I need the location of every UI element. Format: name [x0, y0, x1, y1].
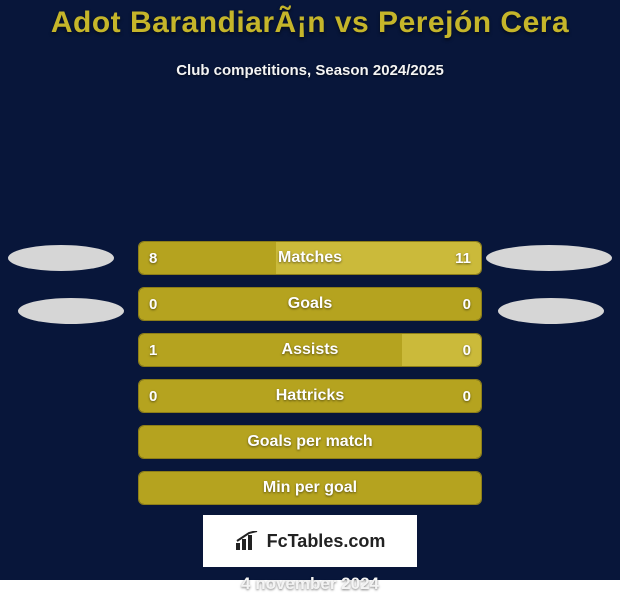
- player-left-ellipse-2: [18, 298, 124, 324]
- bar-left-value: 0: [149, 380, 157, 412]
- player-left-ellipse-1: [8, 245, 114, 271]
- stat-bar: 00Hattricks: [138, 379, 482, 413]
- player-right-ellipse-2: [498, 298, 604, 324]
- bar-fill: [139, 380, 481, 412]
- stat-bar: Min per goal: [138, 471, 482, 505]
- bar-right-value: 0: [463, 334, 471, 366]
- bar-right-value: 0: [463, 380, 471, 412]
- page-title: Adot BarandiarÃ¡n vs Perejón Cera: [0, 6, 620, 40]
- fctables-logo: FcTables.com: [203, 515, 417, 567]
- date-text: 4 november 2024: [0, 574, 620, 594]
- bar-fill: [139, 472, 481, 504]
- stat-bar: Goals per match: [138, 425, 482, 459]
- player-right-ellipse-1: [486, 245, 612, 271]
- chart-icon: [235, 531, 261, 551]
- bar-rest: [276, 242, 481, 274]
- logo-text: FcTables.com: [267, 531, 386, 552]
- bar-left-value: 1: [149, 334, 157, 366]
- stat-bar: 00Goals: [138, 287, 482, 321]
- stat-bar: 811Matches: [138, 241, 482, 275]
- bar-fill: [139, 242, 276, 274]
- bar-left-value: 0: [149, 288, 157, 320]
- stat-bar: 10Assists: [138, 333, 482, 367]
- bar-fill: [139, 334, 402, 366]
- subtitle: Club competitions, Season 2024/2025: [0, 62, 620, 79]
- bar-fill: [139, 426, 481, 458]
- bar-fill: [139, 288, 481, 320]
- bar-right-value: 0: [463, 288, 471, 320]
- bar-left-value: 8: [149, 242, 157, 274]
- bar-right-value: 11: [455, 242, 471, 274]
